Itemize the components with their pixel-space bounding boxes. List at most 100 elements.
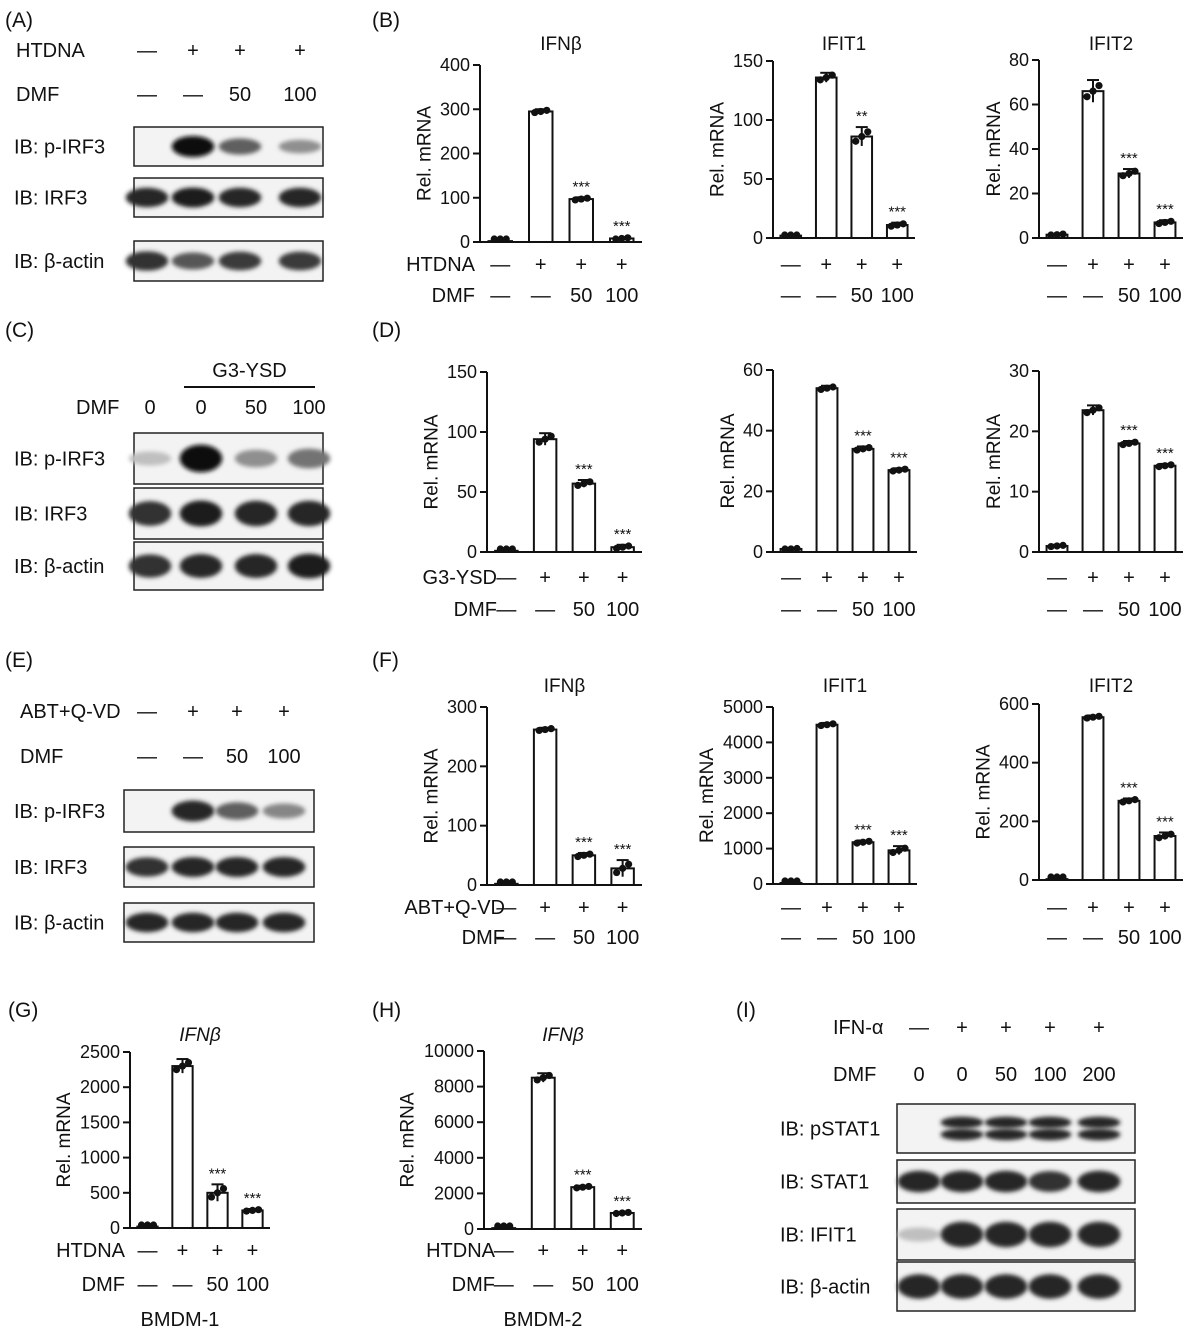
replicate-point [1047,542,1055,551]
replicate-point [1167,217,1175,225]
y-tick-label: 0 [753,542,763,562]
panel-label: (B) [372,9,400,32]
y-tick-label: 0 [1019,228,1029,248]
treatment-value: + [187,40,199,62]
replicate-point [531,108,539,117]
y-tick-label: 50 [457,482,477,502]
replicate-point [618,1209,626,1217]
replicate-point [852,137,860,145]
protein-band [262,857,306,877]
replicate-point [149,1221,158,1229]
protein-band [215,912,259,933]
replicate-point [1125,439,1133,447]
significance-marker: *** [1156,445,1174,462]
replicate-point [817,721,825,730]
protein-band [1077,1116,1121,1129]
y-tick-label: 100 [447,816,477,836]
y-tick-label: 1500 [80,1112,120,1132]
replicate-point [895,466,903,474]
replicate-point [613,544,621,553]
chart-f3: 0 200 400 600 Rel. mRNA IFIT2 *** *** — + + + — — 50 10… [974,676,1183,949]
chart-caption: BMDM-2 [504,1309,583,1331]
blot-row-label: IB: β-actin [14,251,104,273]
protein-band [128,554,172,578]
significance-marker: *** [888,204,906,221]
treatment-value: — [494,1274,514,1296]
treatment-value: + [821,897,833,919]
treatment-value: + [278,701,290,723]
protein-band [262,912,306,933]
treatment-value: + [187,701,199,723]
treatment-value: 100 [1148,285,1181,307]
replicate-point [618,234,626,243]
treatment-value: — [183,746,203,768]
replicate-point [823,721,831,729]
y-tick-label: 20 [1009,421,1029,441]
treatment-value: 50 [852,927,874,949]
replicate-point [184,1058,193,1067]
treatment-value: — [496,927,516,949]
y-axis-label: Rel. mRNA [984,414,1005,509]
y-tick-label: 4000 [723,732,763,752]
replicate-point [1053,873,1061,881]
bar [851,447,875,553]
treatment-value: 100 [283,84,316,106]
replicate-point [213,1189,222,1197]
treatment-value: + [539,897,551,919]
replicate-point [500,1222,508,1230]
y-tick-label: 2500 [80,1042,120,1062]
y-axis-label: Rel. mRNA [422,414,443,509]
chart-title: IFIT2 [1089,676,1133,697]
protein-band [984,1274,1028,1299]
panel-label: (G) [8,999,38,1022]
blot-row-label: IB: IRF3 [14,504,87,526]
y-tick-label: 2000 [80,1077,120,1097]
replicate-point [828,71,836,79]
significance-marker: *** [613,1193,631,1210]
treatment-value: 100 [1148,927,1181,949]
treatment-value: — [781,927,801,949]
treatment-value: + [578,897,590,919]
treatment-value: 100 [606,1274,639,1296]
bar [570,1186,596,1231]
y-tick-label: 150 [447,362,477,382]
replicate-point [613,868,621,877]
y-axis-label: Rel. mRNA [398,1092,419,1187]
treatment-value: 50 [1118,285,1140,307]
bar [528,110,554,244]
y-axis-label: Rel. mRNA [415,106,436,201]
replicate-point [859,445,867,453]
replicate-point [541,435,549,443]
replicate-point [901,844,909,852]
protein-band [1028,1171,1072,1192]
replicate-point [508,878,516,886]
treatment-value: — [137,84,157,106]
protein-band [179,500,223,527]
bar [1117,442,1141,553]
treatment-value: — [781,285,801,307]
y-tick-label: 0 [464,1219,474,1239]
bar [171,1065,194,1229]
treatment-value: — [137,701,157,723]
y-tick-label: 60 [743,360,763,380]
protein-band [125,912,169,933]
protein-band [940,1116,984,1129]
blot-membrane [896,1103,1136,1154]
replicate-point [781,231,789,239]
treatment-value: 100 [292,397,325,419]
protein-band [125,187,169,208]
significance-marker: *** [575,461,593,478]
y-tick-label: 20 [1009,184,1029,204]
treatment-value: + [893,897,905,919]
replicate-point [508,545,516,553]
replicate-point [895,846,903,854]
replicate-point [817,385,825,394]
treatment-value: — [173,1274,193,1296]
treatment-value: — [1083,285,1103,307]
bar [1081,90,1105,240]
protein-band [218,187,262,208]
bar [1081,716,1105,882]
protein-band [125,251,169,271]
